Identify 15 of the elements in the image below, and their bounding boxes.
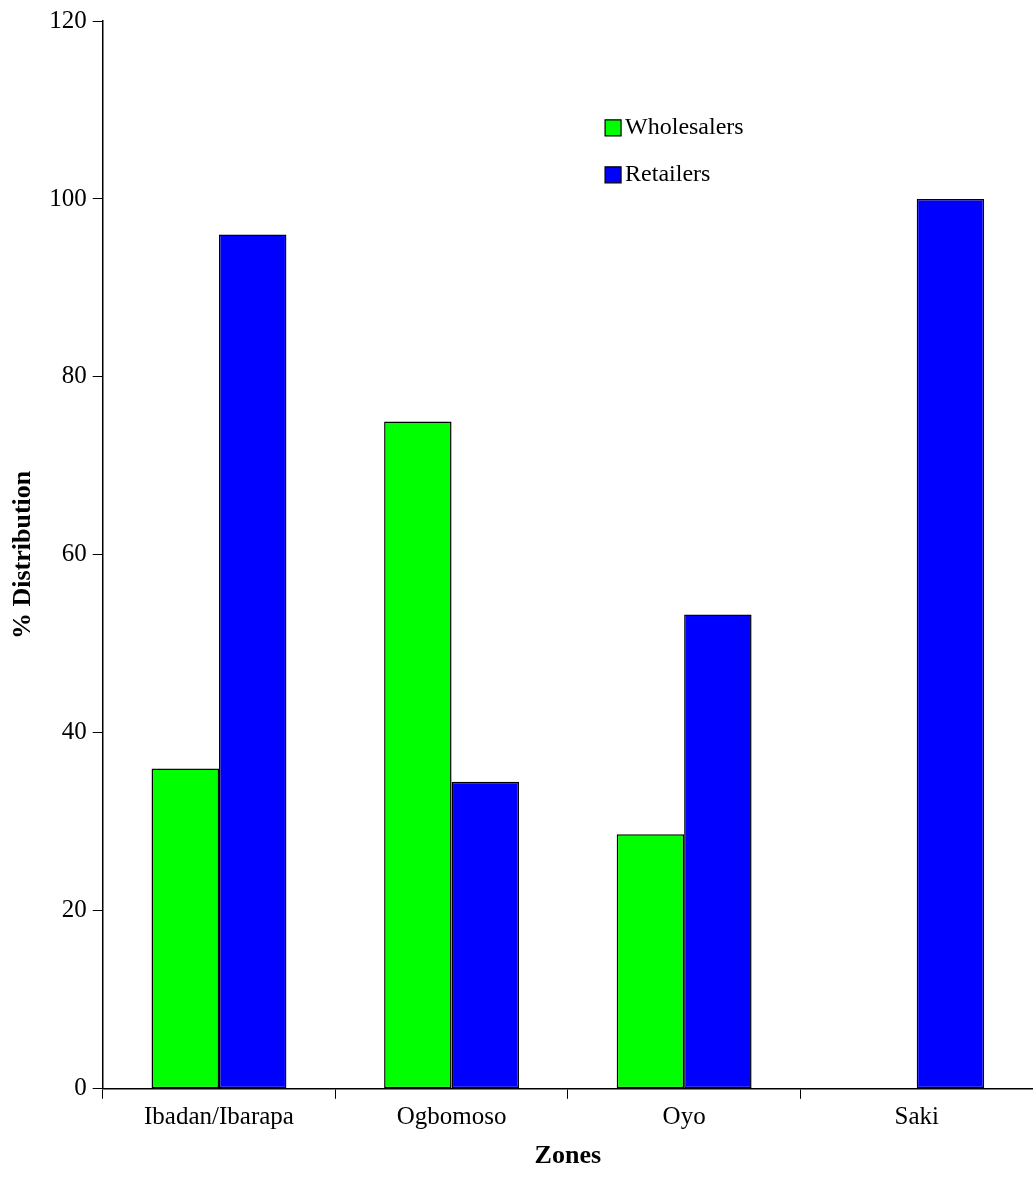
y-tick-label: 120	[49, 5, 87, 33]
y-tick-label: 60	[61, 539, 87, 567]
y-tick-label: 20	[61, 895, 87, 923]
y-tick-label: 40	[61, 717, 87, 745]
x-tick-label: Saki	[894, 1102, 939, 1130]
legend-label: Retailers	[625, 160, 711, 187]
x-tick-label: Oyo	[662, 1102, 706, 1130]
y-axis-title: % Distribution	[7, 470, 37, 640]
legend-label: Wholesalers	[625, 113, 744, 140]
x-axis-title: Zones	[534, 1140, 602, 1170]
y-tick-label: 80	[61, 361, 87, 389]
y-tick-label: 0	[74, 1073, 87, 1101]
x-tick-label: Ogbomoso	[396, 1102, 507, 1130]
y-tick-label: 100	[49, 183, 87, 211]
x-tick-label: Ibadan/Ibarapa	[144, 1102, 294, 1130]
